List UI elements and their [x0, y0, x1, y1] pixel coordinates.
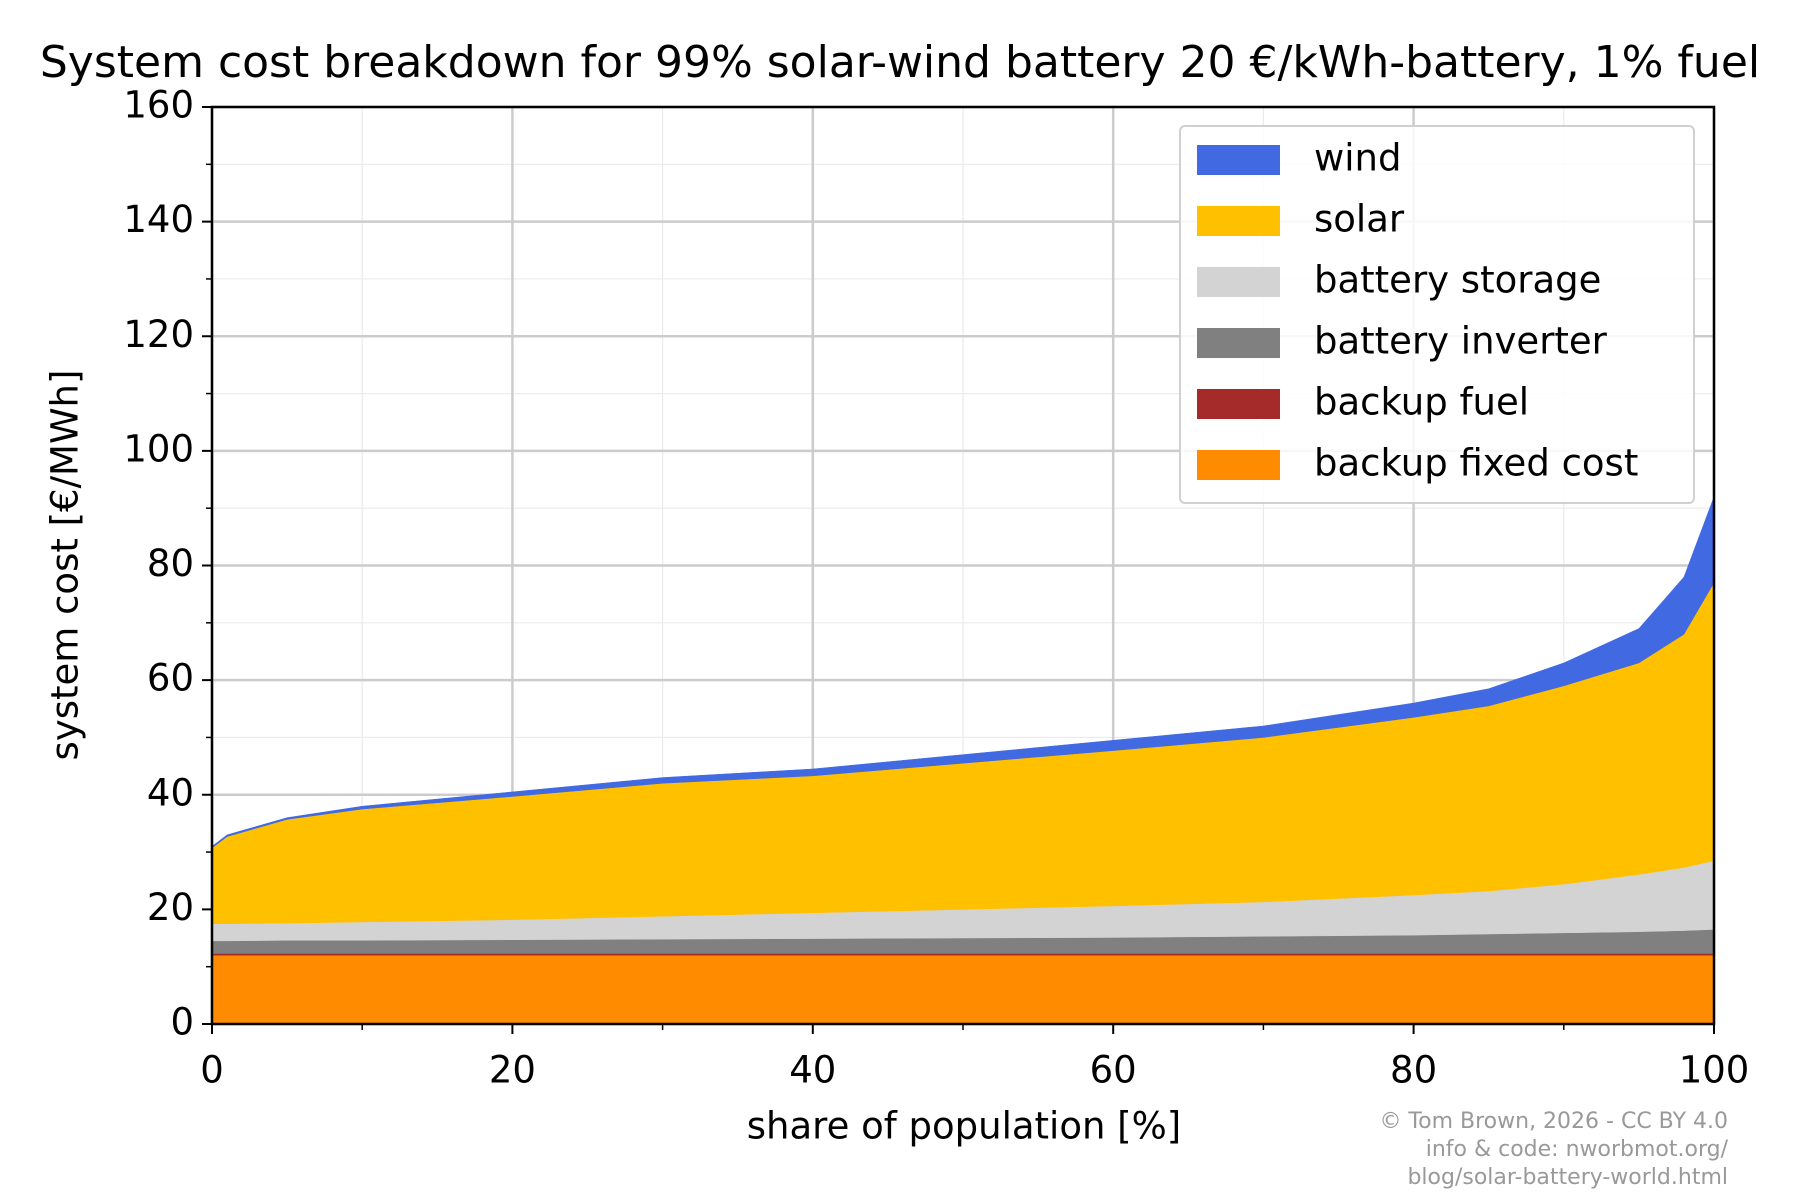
x-tick-label: 40 [789, 1049, 836, 1092]
x-tick-label: 80 [1390, 1049, 1437, 1092]
legend-label: backup fuel [1314, 381, 1529, 424]
legend-box [1179, 125, 1695, 504]
legend-swatch [1197, 206, 1280, 236]
x-tick-label: 100 [1679, 1049, 1750, 1092]
x-axis-label: share of population [%] [747, 1105, 1181, 1148]
legend-swatch [1197, 267, 1280, 297]
legend-label: wind [1314, 137, 1401, 180]
y-tick-label: 120 [123, 313, 194, 356]
plot-frame [210, 105, 1716, 1026]
legend-label: battery inverter [1314, 320, 1608, 363]
legend-label: solar [1314, 198, 1405, 241]
y-tick-label: 60 [147, 657, 194, 700]
credit-line: blog/solar-battery-world.html [1407, 1165, 1728, 1190]
y-tick-label: 160 [123, 84, 194, 127]
legend-swatch [1197, 389, 1280, 419]
area [211, 954, 1715, 1025]
legend-label: backup fixed cost [1314, 442, 1638, 485]
plot-areas [211, 496, 1715, 1025]
x-tick-label: 60 [1090, 1049, 1137, 1092]
y-tick-label: 40 [147, 771, 194, 814]
legend-label: battery storage [1314, 259, 1601, 302]
credit-line: info & code: nworbmot.org/ [1426, 1137, 1729, 1162]
y-tick-label: 80 [147, 542, 194, 585]
y-tick-label: 20 [147, 886, 194, 929]
credit-line: © Tom Brown, 2026 - CC BY 4.0 [1379, 1109, 1728, 1134]
y-tick-label: 140 [123, 198, 194, 241]
y-tick-label: 0 [170, 1001, 194, 1044]
y-axis-label: system cost [€/MWh] [44, 370, 87, 761]
legend-swatch [1197, 328, 1280, 358]
legend-swatch [1197, 450, 1280, 480]
legend: wind solar battery storage battery inverter… [1179, 125, 1695, 504]
x-tick-label: 20 [489, 1049, 536, 1092]
credit: © Tom Brown, 2026 - CC BY 4.0 info & code… [1379, 1109, 1728, 1190]
chart-title: System cost breakdown for 99% solar-wind… [40, 37, 1760, 88]
axes: 0 20 40 60 80 100 0 20 40 60 80 100 120 140 160 [123, 84, 1749, 1092]
legend-swatch [1197, 145, 1280, 175]
area [211, 953, 1715, 956]
x-tick-label: 0 [200, 1049, 224, 1092]
y-tick-label: 100 [123, 427, 194, 470]
